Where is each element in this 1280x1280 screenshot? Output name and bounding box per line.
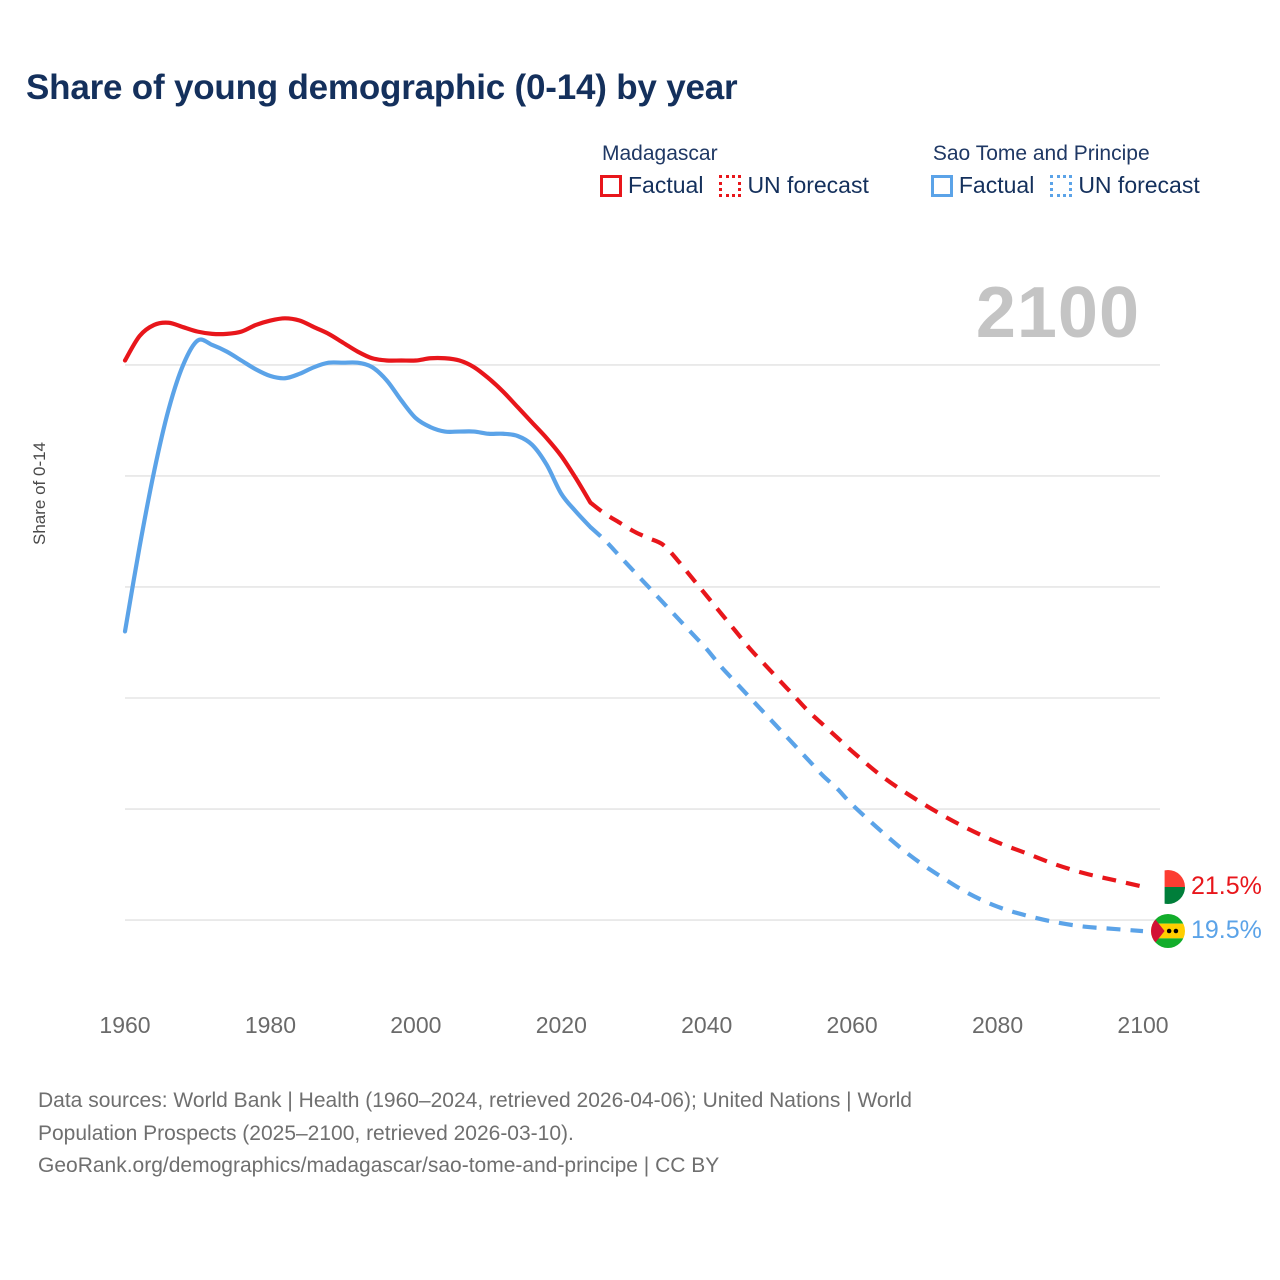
y-axis-tick: 45% [0,349,125,376]
y-axis-tick: 35% [0,571,125,598]
watermark-year: 2100 [975,273,1140,353]
y-axis-tick: 30% [0,682,125,709]
footer-sources: Data sources: World Bank | Health (1960–… [38,1085,1198,1183]
series-end-value: 21.5% [1191,871,1262,900]
x-axis-tick-label: 2000 [390,1012,442,1038]
legend-item-label: UN forecast [1078,172,1200,198]
legend-swatch-dotted-icon [1050,174,1073,197]
legend-item-madagascar-forecast[interactable]: UN forecast [719,172,869,199]
x-axis-tick-label: 2020 [535,1012,587,1038]
x-axis-tick-label: 1960 [99,1012,151,1038]
legend-item-label: Factual [628,172,704,198]
series-line-forecast [589,500,1144,889]
y-axis-tick: 25% [0,793,125,820]
series-line-factual [122,316,593,505]
series-line-forecast [588,525,1144,934]
footer-line-1: Data sources: World Bank | Health (1960–… [38,1089,912,1112]
legend-item-madagascar-factual[interactable]: Factual [600,172,703,199]
legend-group-sao-tome-and-principe: Sao Tome and Principe Factual UN forecas… [930,142,1200,199]
legend-swatch-dotted-icon [719,174,742,197]
y-axis-tick: 20% [0,904,125,931]
madagascar-flag-icon [1151,869,1185,904]
x-axis-tick-label: 1980 [244,1012,297,1038]
chart-legend: Madagascar Factual UN forecast Sao Tome … [600,142,1200,199]
legend-swatch-solid-icon [600,174,622,197]
y-axis-tick: 40% [0,460,125,487]
legend-item-label: UN forecast [747,172,869,198]
footer-line-3: GeoRank.org/demographics/madagascar/sao-… [38,1154,720,1178]
sao-tome-and-principe-flag-icon [1151,914,1185,949]
footer-line-2: Population Prospects (2025–2100, retriev… [38,1121,574,1145]
legend-group-madagascar: Madagascar Factual UN forecast [600,142,869,199]
legend-item-label: Factual [958,172,1035,198]
page-title: Share of young demographic (0-14) by yea… [26,68,738,107]
x-axis-tick-label: 2040 [681,1012,733,1038]
x-axis-tick-label: 2100 [1117,1012,1169,1038]
legend-item-sao-tome-forecast[interactable]: UN forecast [1050,172,1200,199]
series-end-value: 19.5% [1191,916,1262,945]
legend-country-label: Sao Tome and Principe [932,142,1150,165]
legend-country-label: Madagascar [602,142,718,165]
legend-item-sao-tome-factual[interactable]: Factual [930,172,1035,199]
x-axis-tick-label: 2080 [971,1012,1024,1038]
legend-swatch-solid-icon [930,174,953,197]
series-line-factual [122,337,593,634]
x-axis-tick-label: 2060 [826,1012,878,1038]
